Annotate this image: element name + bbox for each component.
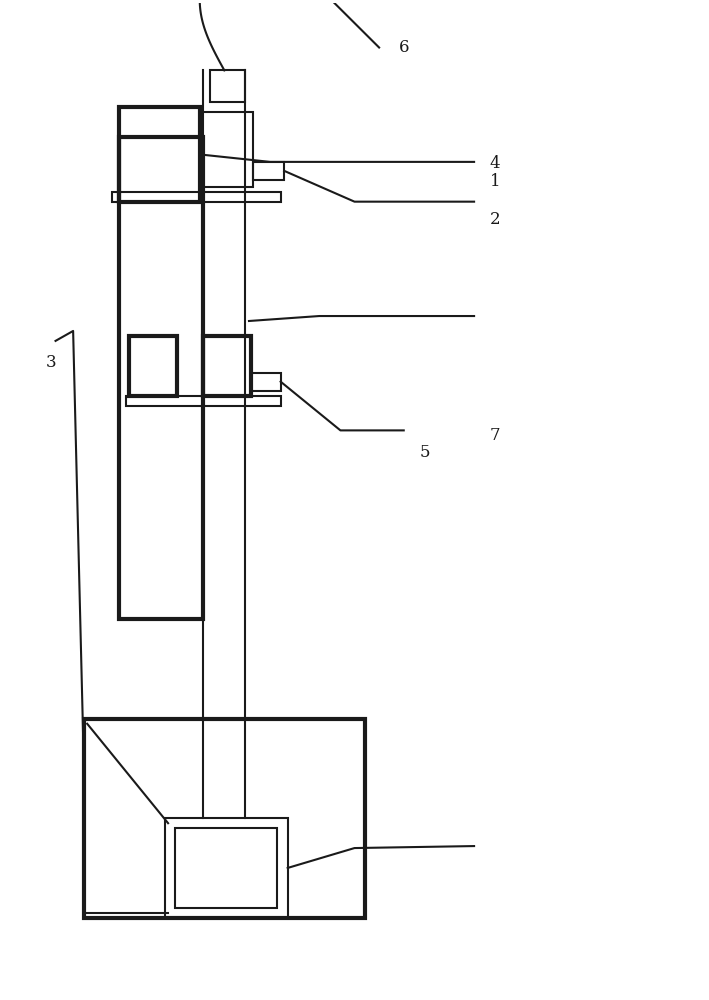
Bar xyxy=(252,162,284,180)
Bar xyxy=(251,373,281,391)
Bar xyxy=(126,396,281,406)
Bar xyxy=(119,137,203,619)
Text: 1: 1 xyxy=(490,173,501,190)
Bar xyxy=(203,336,251,396)
Text: 3: 3 xyxy=(45,354,56,371)
Bar xyxy=(84,719,365,918)
Bar xyxy=(119,107,200,202)
Text: 2: 2 xyxy=(490,211,501,228)
Bar xyxy=(211,70,245,102)
Bar xyxy=(164,818,288,918)
Bar xyxy=(112,192,281,202)
Bar xyxy=(200,112,252,187)
Text: 4: 4 xyxy=(490,155,501,172)
Bar xyxy=(130,336,177,396)
Bar xyxy=(175,828,277,908)
Text: 5: 5 xyxy=(420,444,430,461)
Text: 6: 6 xyxy=(398,39,409,56)
Text: 7: 7 xyxy=(490,427,501,444)
